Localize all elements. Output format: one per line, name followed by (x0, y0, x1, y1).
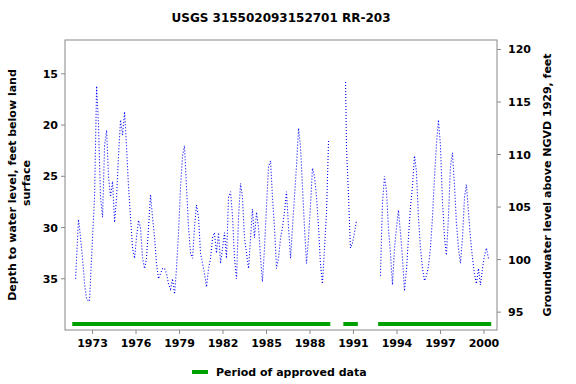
background (0, 0, 576, 384)
y2-axis-label: Groundwater level above NGVD 1929, feet (541, 53, 554, 316)
x-tick (309, 330, 310, 334)
chart: USGS 315502093152701 RR-203 1973 1976 1979 1… (0, 0, 576, 384)
y-tick (61, 227, 65, 228)
x-tick (223, 330, 224, 334)
y-tick-label: 20 (43, 119, 59, 132)
y-tick (61, 176, 65, 177)
x-tick-label: 1994 (382, 337, 413, 350)
x-tick (266, 330, 267, 334)
y2-tick-label: 95 (508, 306, 523, 319)
y2-tick (497, 101, 501, 102)
y2-tick-label: 115 (508, 96, 531, 109)
x-tick-label: 2000 (469, 337, 500, 350)
y-tick-label: 35 (43, 273, 58, 286)
y2-tick (497, 259, 501, 260)
approved-period (343, 322, 357, 326)
x-tick (136, 330, 137, 334)
y-axis-label-line: Depth to water level, feet below land (6, 69, 19, 301)
y2-tick-label: 110 (508, 149, 531, 162)
y2-tick (497, 312, 501, 313)
legend-swatch (192, 370, 208, 374)
y2-tick (497, 49, 501, 50)
x-tick-label: 1982 (208, 337, 239, 350)
x-tick (179, 330, 180, 334)
y-tick-label: 15 (43, 68, 58, 81)
x-tick-label: 1973 (77, 337, 108, 350)
y2-tick-label: 120 (508, 43, 531, 56)
x-tick (353, 330, 354, 334)
title: USGS 315502093152701 RR-203 (172, 11, 391, 25)
y2-tick (497, 154, 501, 155)
approved-period (378, 322, 491, 326)
y2-tick-label: 100 (508, 254, 531, 267)
legend-label: Period of approved data (216, 366, 367, 379)
y-axis-label: Depth to water level, feet below land su… (6, 69, 33, 301)
x-tick-label: 1991 (338, 337, 369, 350)
y2-tick-label: 105 (508, 201, 531, 214)
x-tick-label: 1979 (164, 337, 195, 350)
y-tick-label: 25 (43, 170, 58, 183)
y-tick (61, 278, 65, 279)
plot-frame (65, 40, 497, 330)
x-tick (92, 330, 93, 334)
data-line (76, 82, 489, 301)
x-tick (483, 330, 484, 334)
x-tick-label: 1997 (425, 337, 456, 350)
y-axis-label-line: surface (20, 160, 33, 210)
x-tick-label: 1976 (121, 337, 152, 350)
y2-tick (497, 207, 501, 208)
y-tick-label: 30 (43, 222, 59, 235)
plot-data (76, 82, 489, 301)
approved-period (72, 322, 330, 326)
x-tick (396, 330, 397, 334)
y-tick (61, 73, 65, 74)
y-tick (61, 125, 65, 126)
x-tick-label: 1988 (295, 337, 326, 350)
x-tick-label: 1985 (251, 337, 282, 350)
x-tick (440, 330, 441, 334)
